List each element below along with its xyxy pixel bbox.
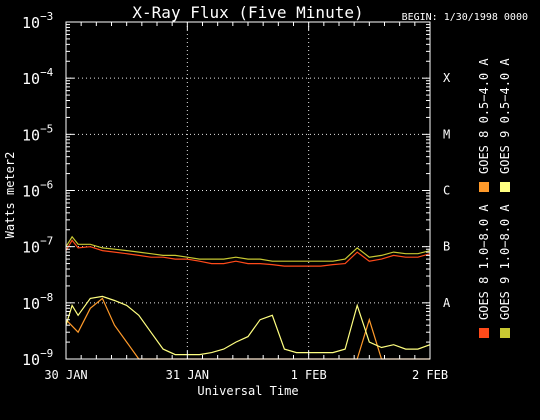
legend-swatch bbox=[500, 182, 510, 192]
legend-label: GOES 9 0.5−4.0 A bbox=[498, 58, 512, 174]
x-axis-label: Universal Time bbox=[197, 384, 298, 398]
flare-class-label: X bbox=[443, 71, 451, 85]
legend-label: GOES 8 1.0−8.0 A bbox=[477, 204, 491, 320]
series-line-2 bbox=[65, 235, 431, 262]
y-tick-label: 10−7 bbox=[22, 235, 53, 257]
legend-swatch bbox=[479, 328, 489, 338]
flare-class-label: B bbox=[443, 240, 450, 254]
grid-lines bbox=[66, 22, 430, 359]
flare-class-label: C bbox=[443, 184, 450, 198]
x-tick-label: 1 FEB bbox=[291, 368, 327, 382]
y-tick-label: 10−4 bbox=[22, 66, 54, 88]
x-tick-label: 30 JAN bbox=[44, 368, 87, 382]
legend-label: GOES 9 1.0−8.0 A bbox=[498, 204, 512, 320]
series-line-1 bbox=[65, 297, 430, 360]
flare-class-label: M bbox=[443, 127, 450, 141]
legend-swatch bbox=[479, 182, 489, 192]
y-tick-label: 10−5 bbox=[22, 122, 53, 144]
legend-swatch bbox=[500, 328, 510, 338]
y-tick-label: 10−8 bbox=[22, 291, 53, 313]
axis-ticks: A B C M X 30 JAN 31 JAN 1 FEB 2 FEB 10−9 10−8 10−7 1… bbox=[22, 10, 451, 382]
flare-class-label: A bbox=[443, 296, 451, 310]
chart-title: X-Ray Flux (Five Minute) bbox=[132, 3, 363, 22]
x-tick-label: 31 JAN bbox=[166, 368, 209, 382]
series-layer bbox=[65, 235, 431, 360]
x-tick-label: 2 FEB bbox=[412, 368, 448, 382]
y-axis-label: Watts meter2 bbox=[3, 152, 17, 239]
plot-frame bbox=[65, 21, 431, 360]
y-tick-label: 10−9 bbox=[22, 347, 53, 369]
series-line-3 bbox=[65, 295, 431, 356]
legend: GOES 8 1.0−8.0 A GOES 8 0.5−4.0 A GOES 9 1… bbox=[477, 58, 512, 338]
begin-label: BEGIN: 1/30/1998 0000 bbox=[402, 12, 528, 23]
legend-label: GOES 8 0.5−4.0 A bbox=[477, 58, 491, 174]
series-line-0 bbox=[65, 239, 431, 267]
y-tick-label: 10−6 bbox=[22, 179, 53, 201]
y-tick-label: 10−3 bbox=[22, 10, 53, 32]
